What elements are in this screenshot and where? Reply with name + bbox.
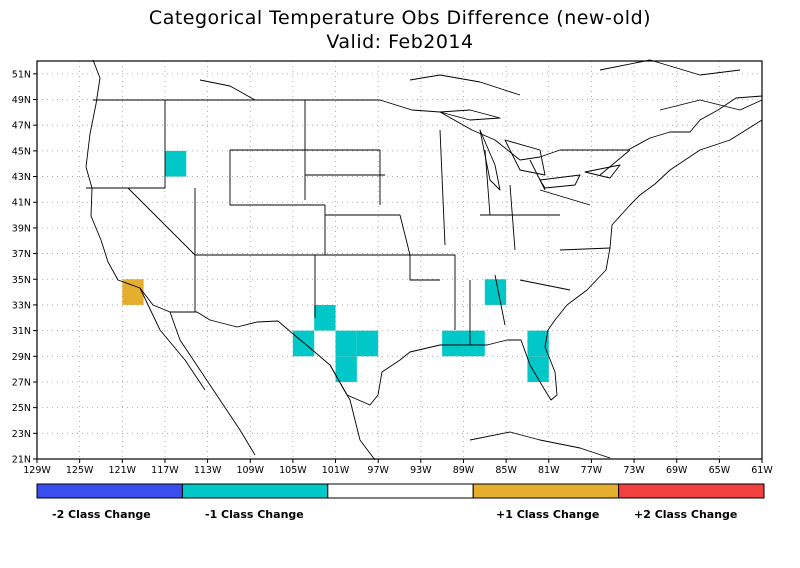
lon-label: 93W — [410, 465, 432, 476]
map-frame — [36, 60, 763, 460]
lat-label: 47N — [12, 121, 31, 132]
lon-label: 109W — [236, 465, 264, 476]
lat-label: 31N — [12, 326, 31, 337]
anomaly-cell — [292, 330, 315, 357]
latitude-labels: 21N 23N 25N 27N 29N 31N 33N 35N 37N 39N 41N 43N 45N 4… — [12, 69, 37, 466]
longitude-labels: 129W 125W 121W 117W 113W 109W 105W 101W 97W 93W 89… — [23, 459, 773, 476]
anomaly-cell — [335, 330, 357, 357]
lon-label: 73W — [623, 465, 645, 476]
lon-label: 89W — [453, 465, 475, 476]
anomaly-cell — [164, 150, 187, 177]
lat-label: 27N — [12, 377, 31, 388]
lat-label: 49N — [12, 95, 31, 106]
lat-label: 43N — [12, 172, 31, 183]
legend-swatch-minus1 — [181, 483, 329, 499]
lat-lon-grid — [37, 61, 762, 459]
lon-label: 129W — [23, 465, 51, 476]
lon-label: 85W — [495, 465, 517, 476]
great-lakes — [439, 109, 621, 191]
lon-label: 117W — [151, 465, 179, 476]
lon-label: 113W — [194, 465, 222, 476]
lon-label: 101W — [322, 465, 350, 476]
lat-label: 33N — [12, 300, 31, 311]
legend-label-minus1: -1 Class Change — [205, 508, 304, 521]
lat-label: 39N — [12, 223, 31, 234]
lon-label: 61W — [751, 465, 773, 476]
anomaly-cell — [442, 330, 464, 357]
anomaly-cell — [484, 279, 507, 305]
lon-label: 65W — [709, 465, 731, 476]
us-outline — [85, 59, 763, 406]
legend-label-plus1: +1 Class Change — [496, 508, 600, 521]
lat-label: 25N — [12, 403, 31, 414]
lat-label: 45N — [12, 146, 31, 157]
gulf-coast — [329, 364, 611, 461]
anomaly-cell — [122, 279, 144, 305]
legend-label-minus2: -2 Class Change — [52, 508, 151, 521]
lat-label: 21N — [12, 455, 31, 466]
lon-label: 81W — [538, 465, 560, 476]
anomaly-cell — [527, 356, 549, 382]
anomaly-cell — [527, 330, 549, 357]
anomaly-cell — [335, 356, 357, 382]
lon-label: 77W — [581, 465, 603, 476]
legend-colorbar — [36, 483, 765, 499]
legend-label-plus2: +2 Class Change — [634, 508, 738, 521]
lon-label: 69W — [666, 465, 688, 476]
map-title: Categorical Temperature Obs Difference (… — [148, 7, 652, 29]
legend-swatch-zero — [327, 483, 474, 499]
baja-lines — [139, 287, 256, 456]
anomaly-cells — [122, 150, 549, 382]
legend-swatch-minus2 — [36, 483, 183, 499]
anomaly-cell — [356, 330, 379, 357]
lon-label: 97W — [367, 465, 389, 476]
lat-label: 29N — [12, 352, 31, 363]
map-subtitle: Valid: Feb2014 — [326, 31, 474, 53]
lat-label: 51N — [12, 69, 31, 80]
state-lines — [86, 100, 631, 345]
map-outlines — [85, 59, 763, 461]
anomaly-cell — [463, 330, 485, 357]
lat-label: 23N — [12, 429, 31, 440]
lon-label: 105W — [279, 465, 307, 476]
lat-label: 35N — [12, 275, 31, 286]
lat-label: 37N — [12, 249, 31, 260]
lat-label: 41N — [12, 198, 31, 209]
legend-swatch-plus2 — [618, 483, 765, 499]
canada-lines — [199, 59, 763, 111]
lon-label: 125W — [66, 465, 94, 476]
anomaly-cell — [314, 304, 336, 331]
legend-swatch-plus1 — [472, 483, 620, 499]
lon-label: 121W — [109, 465, 137, 476]
